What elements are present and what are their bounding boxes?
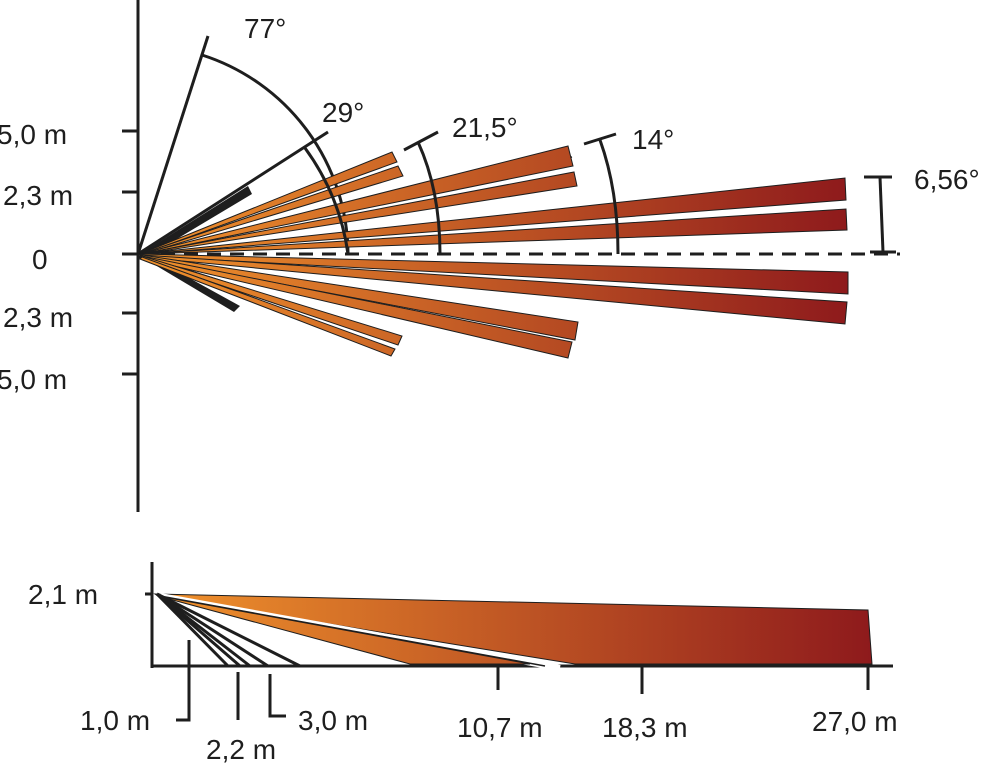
angle-label-29: 29° [322, 97, 364, 128]
y-label-2-3m-upper: 2,3 m [3, 180, 73, 211]
angle-bracket-21-5 [403, 130, 442, 255]
side-short-rays [155, 592, 301, 668]
angle-bracket-14 [583, 132, 620, 255]
y-label-2-3m-lower: 2,3 m [3, 302, 73, 333]
angle-arc-29 [303, 147, 350, 255]
side-view: 2,1 m 1,0 m 2,2 m 3,0 m 10,7 m [28, 562, 898, 765]
boundary-line-77 [136, 35, 210, 255]
boundary-line-29 [137, 130, 329, 256]
callout-1-0m [176, 640, 191, 722]
distance-label-1-0m: 1,0 m [80, 705, 150, 736]
distance-label-3-0m: 3,0 m [298, 705, 368, 736]
y-label-zero: 0 [32, 244, 48, 275]
top-view: 5,0 m 2,3 m 0 2,3 m 5,0 m [0, 0, 980, 512]
distance-label-2-2m: 2,2 m [206, 734, 276, 765]
angle-label-14: 14° [632, 124, 674, 155]
side-ray-3 [156, 592, 251, 668]
short-range-beam-upper [140, 186, 252, 258]
distance-label-27-0m: 27,0 m [812, 706, 898, 737]
distance-callouts [176, 640, 870, 722]
side-ray-4 [156, 592, 269, 668]
beam-lower-long-1 [138, 253, 849, 295]
distance-label-10-7m: 10,7 m [457, 712, 543, 743]
angle-label-21-5: 21,5° [452, 112, 518, 143]
angle-label-77: 77° [244, 13, 286, 44]
beam-lower-mid-1 [138, 254, 579, 341]
top-axis-ticks [122, 129, 138, 376]
callout-3-0m [268, 674, 286, 718]
side-beam-long [153, 593, 873, 665]
angle-label-6-56: 6,56° [914, 164, 980, 195]
detection-beams [138, 145, 849, 359]
side-ray-5 [156, 592, 301, 668]
height-label: 2,1 m [28, 579, 98, 610]
side-beam-mid [157, 595, 531, 665]
beam-lower-short-2 [139, 256, 396, 357]
y-label-5m-upper: 5,0 m [0, 119, 67, 150]
angle-bracket-6-56 [864, 175, 896, 254]
beam-lower-short-1 [139, 255, 403, 346]
distance-label-18-3m: 18,3 m [602, 712, 688, 743]
y-label-5m-lower: 5,0 m [0, 364, 67, 395]
